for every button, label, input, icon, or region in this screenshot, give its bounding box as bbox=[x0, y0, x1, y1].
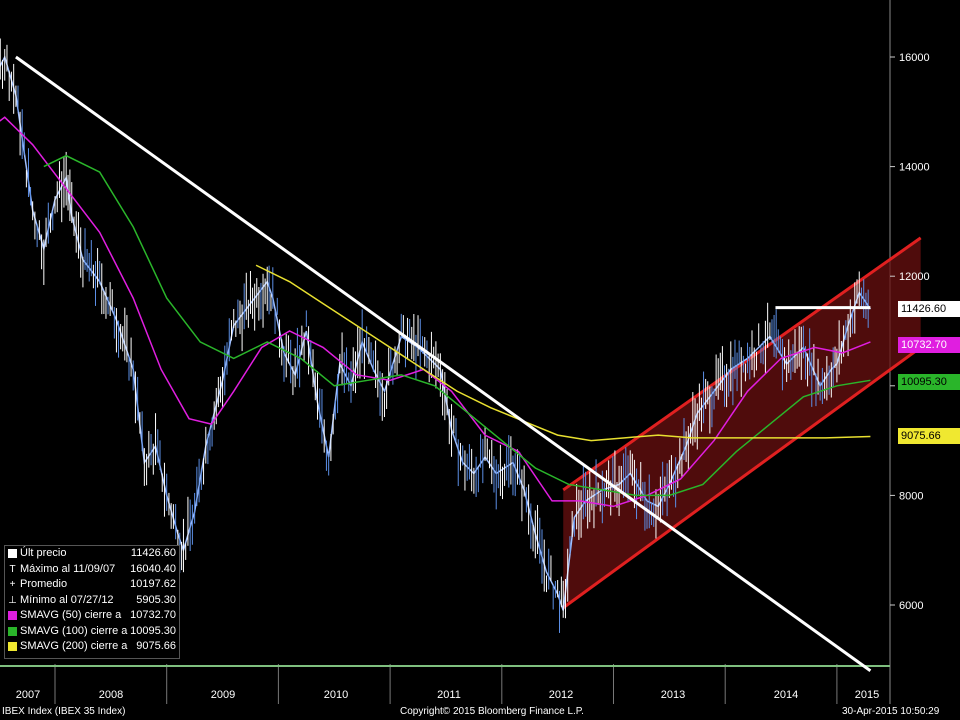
price-tag: 10732.70 bbox=[898, 337, 960, 353]
legend-swatch bbox=[8, 549, 17, 559]
x-tick-label: 2014 bbox=[774, 689, 798, 701]
y-tick-label: 6000 bbox=[899, 600, 923, 612]
legend-value: 10095.30 bbox=[130, 624, 176, 637]
sma-line-2 bbox=[43, 154, 871, 497]
legend-label: SMAVG (100) cierre a bbox=[20, 624, 128, 637]
price-tag: 10095.30 bbox=[898, 374, 960, 390]
legend-label: Últ precio bbox=[20, 547, 67, 559]
legend-row: SMAVG (50) cierre a 10732.70 bbox=[5, 608, 179, 624]
legend-value: 10732.70 bbox=[130, 609, 176, 621]
legend-swatch bbox=[8, 642, 17, 652]
legend-row: SMAVG (100) cierre a 10095.30 bbox=[5, 624, 179, 640]
legend-label: SMAVG (200) cierre a bbox=[20, 640, 128, 652]
copyright: Copyright© 2015 Bloomberg Finance L.P. bbox=[400, 706, 584, 717]
legend-row: T Máximo al 11/09/07 16040.40 bbox=[5, 562, 179, 578]
price-bars bbox=[0, 38, 872, 633]
legend-swatch bbox=[8, 611, 17, 621]
x-tick-label: 2009 bbox=[211, 689, 235, 701]
x-tick-label: 2012 bbox=[549, 689, 573, 701]
x-axis: 2007 2008 2009 2010 2011 2012 2013 2014 2015 bbox=[16, 689, 879, 701]
channel-lower-line bbox=[562, 346, 922, 609]
sma-line-3 bbox=[255, 264, 871, 442]
legend-glyph-icon: T bbox=[9, 563, 16, 575]
trendlines bbox=[15, 55, 872, 672]
x-tick-label: 2007 bbox=[16, 689, 40, 701]
y-tick-label: 8000 bbox=[899, 490, 923, 502]
sma-line-1 bbox=[0, 116, 871, 508]
legend-glyph-icon: ⊥ bbox=[8, 594, 17, 606]
price-tag: 11426.60 bbox=[898, 301, 960, 317]
legend: Últ precio 11426.60 T Máximo al 11/09/07 160… bbox=[4, 545, 180, 659]
legend-label: Mínimo al 07/27/12 bbox=[20, 593, 114, 606]
legend-swatch bbox=[8, 626, 17, 636]
legend-value: 9075.66 bbox=[136, 640, 176, 652]
legend-row: SMAVG (200) cierre a 9075.66 bbox=[5, 639, 179, 655]
moving-averages bbox=[0, 116, 871, 508]
legend-value: 10197.62 bbox=[130, 578, 176, 590]
y-tick-label: 14000 bbox=[899, 162, 930, 174]
y-tick-label: 16000 bbox=[899, 52, 930, 64]
y-tick-label: 12000 bbox=[899, 271, 930, 283]
legend-value: 11426.60 bbox=[130, 547, 176, 559]
downtrend-line bbox=[15, 55, 872, 672]
legend-label: Máximo al 11/09/07 bbox=[20, 562, 116, 575]
legend-value: 5905.30 bbox=[136, 593, 176, 606]
timestamp: 30-Apr-2015 10:50:29 bbox=[842, 706, 940, 717]
legend-row: + Promedio 10197.62 bbox=[5, 577, 179, 593]
legend-glyph-icon: + bbox=[9, 579, 16, 590]
x-tick-label: 2008 bbox=[99, 689, 123, 701]
index-name: IBEX Index (IBEX 35 Index) bbox=[2, 706, 126, 717]
legend-row: ⊥ Mínimo al 07/27/12 5905.30 bbox=[5, 593, 179, 609]
price-tag: 9075.66 bbox=[898, 428, 960, 444]
x-tick-label: 2011 bbox=[437, 689, 461, 701]
legend-row: Últ precio 11426.60 bbox=[5, 546, 179, 562]
x-tick-label: 2015 bbox=[855, 689, 879, 701]
footer: IBEX Index (IBEX 35 Index) Copyright© 20… bbox=[0, 704, 960, 720]
x-tick-label: 2013 bbox=[661, 689, 685, 701]
legend-label: Promedio bbox=[20, 578, 68, 590]
legend-label: SMAVG (50) cierre a bbox=[20, 609, 122, 621]
x-tick-label: 2010 bbox=[324, 689, 348, 701]
legend-value: 16040.40 bbox=[130, 562, 176, 575]
channel-upper-line bbox=[562, 236, 922, 492]
